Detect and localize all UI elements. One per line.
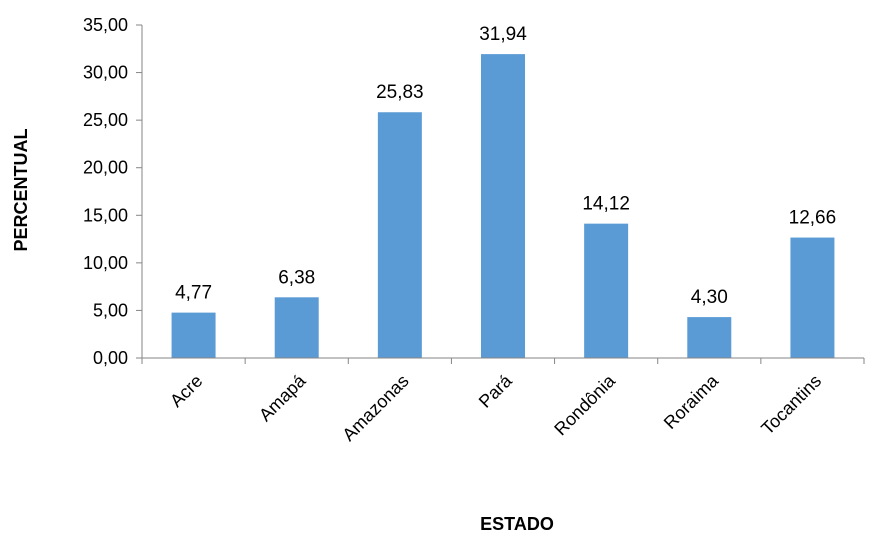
bar: [584, 223, 629, 358]
category-label: Roraima: [660, 370, 723, 433]
x-axis-ticks: [141, 358, 865, 364]
data-labels: 4,77 6,38 25,83 31,94 14,12 4,30 12,66: [175, 24, 836, 308]
y-tick-label: 35,00: [83, 15, 128, 35]
data-label: 31,94: [479, 24, 527, 45]
bar: [377, 112, 422, 358]
y-axis-ticks: 0,00 5,00 10,00 15,00 20,00 25,00 30,00 35,00: [83, 15, 142, 368]
y-tick-label: 25,00: [83, 110, 128, 130]
category-label: Tocantins: [757, 371, 825, 439]
data-label: 6,38: [278, 267, 315, 288]
bar: [790, 237, 835, 358]
y-tick-label: 15,00: [83, 205, 128, 225]
bar: [171, 312, 216, 358]
y-axis-title: PERCENTUAL: [11, 128, 31, 251]
y-tick-label: 0,00: [93, 348, 128, 368]
category-label: Amazonas: [338, 371, 412, 445]
category-label: Rondônia: [550, 370, 619, 439]
y-tick-label: 20,00: [83, 158, 128, 178]
category-label: Amapá: [255, 370, 310, 425]
data-label: 25,83: [376, 82, 424, 103]
category-label: Acre: [166, 371, 206, 411]
y-tick-label: 5,00: [93, 300, 128, 320]
bars: [171, 54, 835, 359]
y-tick-label: 10,00: [83, 253, 128, 273]
bar: [687, 317, 732, 358]
bar: [274, 297, 319, 358]
bar: [481, 54, 525, 359]
data-label: 4,30: [691, 287, 728, 308]
data-label: 14,12: [582, 194, 630, 215]
x-axis-title: ESTADO: [480, 514, 554, 533]
category-label: Pará: [475, 370, 517, 412]
data-label: 12,66: [789, 208, 837, 229]
y-tick-label: 30,00: [83, 63, 128, 83]
category-labels: Acre Amapá Amazonas Pará Rondônia Roraima Toca…: [166, 370, 825, 445]
data-label: 4,77: [175, 283, 212, 304]
